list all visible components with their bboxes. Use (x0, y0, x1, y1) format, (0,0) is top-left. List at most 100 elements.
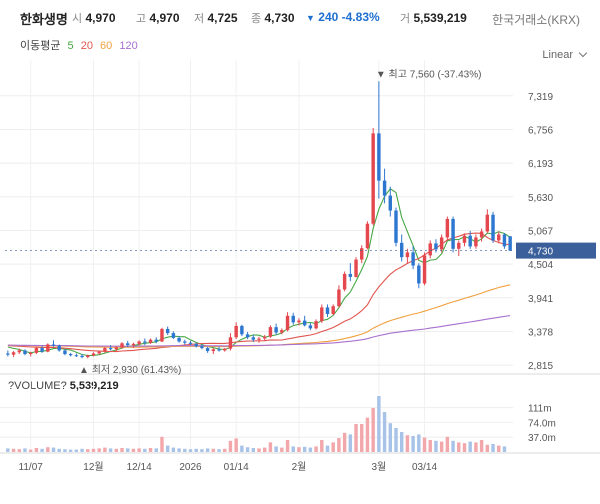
volume-bar (422, 437, 427, 452)
candle (17, 350, 21, 353)
candle (320, 307, 324, 322)
candle (34, 348, 39, 353)
volume-bar (262, 447, 267, 452)
candle (120, 343, 124, 348)
current-price-badge (516, 242, 596, 259)
candle (23, 350, 27, 355)
volume-bar (165, 445, 170, 452)
volume-bar (17, 449, 21, 452)
volume-bar (342, 432, 347, 452)
candle (217, 349, 221, 351)
volume-bar (399, 432, 404, 452)
candle (114, 347, 119, 350)
candle (457, 242, 461, 249)
low-price: 저 4,725 (194, 10, 238, 26)
scale-select[interactable]: Linear (542, 48, 588, 61)
x-tick-label: 2월 (292, 461, 307, 473)
volume-bar (97, 448, 101, 452)
price-tick-label: 3,378 (528, 327, 553, 338)
volume-bar (240, 445, 244, 452)
low-label: 저 (194, 13, 205, 25)
volume-bar (217, 449, 221, 452)
candle (394, 210, 398, 243)
candle (194, 343, 198, 347)
candle (200, 346, 204, 349)
close-value: 4,730 (264, 11, 295, 25)
volume-bar (331, 442, 335, 452)
volume-bar (314, 446, 318, 452)
candle (245, 334, 250, 338)
volume-bar (377, 396, 381, 452)
volume-bar (171, 447, 176, 452)
volume-bar (223, 448, 227, 452)
candle (274, 327, 278, 333)
high-value: 4,970 (149, 11, 180, 25)
moving-average-legend: 이동평균 5 20 60 120 (20, 37, 142, 53)
candle (137, 341, 141, 344)
volume-bar (417, 434, 421, 452)
candle (297, 320, 301, 323)
volume-bar (405, 435, 410, 452)
close-price: 종 4,730 (251, 10, 295, 26)
scale-select-label: Linear (542, 49, 573, 61)
candle (234, 325, 238, 338)
volume-tick-label: 111m (528, 404, 552, 415)
candle (177, 337, 181, 342)
change-value: 240 (318, 10, 339, 24)
candle (411, 252, 415, 266)
volume-bar (297, 447, 301, 452)
ma-5-line (7, 188, 511, 357)
volume-bar (457, 442, 461, 452)
volume-bar (28, 449, 33, 452)
volume-bar (137, 448, 141, 452)
open-price: 시 4,970 (72, 10, 116, 26)
candle (148, 339, 153, 343)
volume-bar (280, 447, 284, 452)
stock-name: 한화생명 (20, 12, 68, 27)
x-tick-label: 03/14 (412, 462, 437, 473)
candle (223, 348, 227, 351)
volume-bar (194, 448, 198, 452)
min-price-annotation: ▲ 최저 2,930 (61.43%) (79, 364, 181, 376)
price-change: ▼ 240 -4.83% (306, 10, 380, 24)
x-tick-label: 11/07 (19, 462, 44, 473)
ma-120-line (7, 315, 511, 347)
volume-bar (91, 448, 96, 452)
volume-bar (434, 440, 438, 452)
candle (497, 234, 501, 241)
candle (97, 351, 101, 354)
candle (434, 243, 438, 250)
volume-bar (291, 446, 295, 452)
candle (479, 231, 484, 238)
volume-bar (285, 440, 290, 452)
volume-bar (57, 448, 61, 452)
candle (451, 218, 455, 249)
volume-bar (320, 440, 324, 452)
volume-bar (86, 449, 90, 452)
candle (51, 344, 56, 346)
candle (365, 223, 370, 249)
candle (63, 350, 67, 355)
volume-header-label: 거 (400, 13, 411, 25)
volume-bar (154, 448, 158, 452)
volume-bar (337, 438, 341, 452)
volume-bar (491, 444, 495, 452)
volume-bar (251, 448, 256, 452)
volume-bar (485, 444, 490, 452)
price-tick-label: 5,067 (528, 226, 553, 237)
candle (86, 355, 90, 358)
candle (257, 338, 261, 340)
candle (251, 337, 256, 340)
candle (91, 353, 96, 356)
volume-bar (365, 417, 370, 452)
volume-bar (143, 448, 147, 452)
candle (80, 355, 84, 358)
candle (388, 195, 392, 211)
x-tick-label: 01/14 (224, 462, 249, 473)
volume-bar (120, 448, 124, 452)
volume-bar (274, 446, 278, 452)
ma-20-line (7, 232, 511, 353)
candle (377, 133, 381, 181)
candle (405, 252, 410, 258)
